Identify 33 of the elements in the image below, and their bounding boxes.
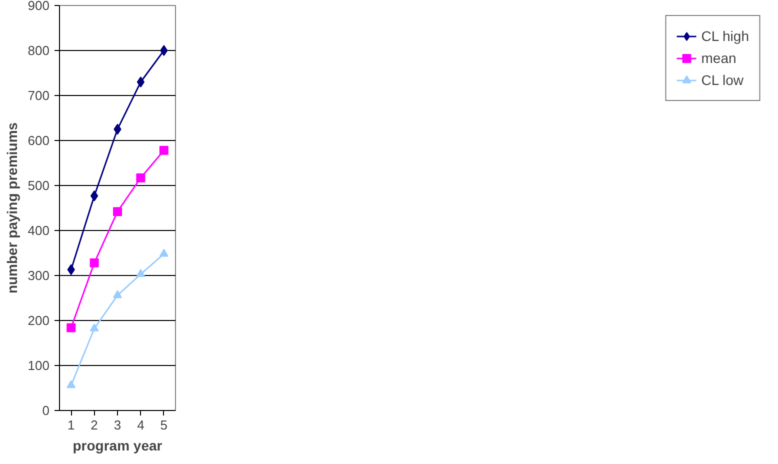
point [66,380,76,388]
point [159,146,168,155]
point [136,269,146,277]
y-tick-label: 600 [28,133,50,148]
point [66,323,76,332]
legend-label: mean [701,50,736,66]
legend-label: CL low [701,72,744,88]
point [90,190,98,202]
y-tick-label: 900 [28,0,50,13]
y-tick-label: 800 [28,43,50,58]
y-tick-label: 400 [28,223,50,238]
point [136,173,146,182]
point [113,207,122,216]
point [136,76,145,88]
y-tick-label: 700 [28,88,50,103]
x-tick-label: 3 [114,418,122,432]
point [160,45,168,56]
point [90,258,99,268]
x-tick-label: 5 [160,418,168,432]
x-axis-title: program year [72,438,163,454]
x-tick-label: 4 [137,418,144,432]
y-tick-label: 200 [28,313,50,328]
y-tick-label: 300 [28,268,50,283]
y-tick-label: 500 [28,178,50,193]
x-tick-label: 1 [67,418,75,432]
legend-label: CL high [701,28,749,44]
point [90,323,99,332]
y-axis-title: number paying premiums [4,122,20,294]
y-tick-label: 0 [42,403,50,418]
point [159,248,168,257]
point [113,290,122,298]
y-tick-label: 100 [28,358,50,373]
x-tick-label: 2 [90,418,98,432]
